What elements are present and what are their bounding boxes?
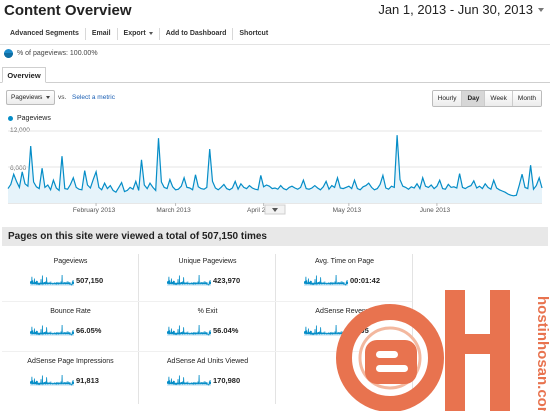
watermark-logo: hostinhosan.com [336, 290, 550, 411]
metric-sparkline [304, 274, 348, 286]
legend-label: Pageviews [17, 115, 51, 122]
page-title: Content Overview [4, 2, 132, 19]
period-week-button[interactable]: Week [484, 91, 512, 106]
watermark-text: hostinhosan.com [534, 296, 550, 411]
series-area [8, 135, 542, 203]
report-toolbar: Advanced Segments Email Export Add to Da… [0, 23, 550, 45]
pageviews-chart: February 2013 March 2013 April 2013 May 201… [7, 130, 543, 215]
sparkline-area [167, 325, 211, 336]
grid-divider [275, 254, 276, 404]
sparkline-line [30, 374, 74, 386]
summary-banner: Pages on this site were viewed a total o… [2, 227, 548, 246]
grid-divider [412, 254, 413, 404]
metric-card[interactable]: Avg. Time on Page 00:01:42 [276, 252, 413, 302]
metric-card[interactable]: Bounce Rate 66.05% [2, 302, 139, 352]
metric-card[interactable]: Pageviews 507,150 [2, 252, 139, 302]
metric-value: 170,980 [213, 376, 241, 385]
toolbar-divider [116, 27, 118, 40]
period-month-button[interactable]: Month [511, 91, 541, 106]
sparkline-line [30, 324, 74, 336]
x-tick-label: February 2013 [73, 207, 116, 214]
advanced-segments-button[interactable]: Advanced Segments [10, 29, 79, 37]
sparkline-line [30, 274, 74, 286]
toolbar-divider [158, 27, 160, 40]
blogger-logo-icon [336, 304, 444, 411]
date-range-picker[interactable]: Jan 1, 2013 - Jun 30, 2013 [378, 2, 544, 17]
metric-label: AdSense Page Impressions [27, 358, 114, 365]
sparkline-line [167, 374, 211, 386]
metric-sparkline [30, 274, 74, 286]
period-day-button[interactable]: Day [461, 91, 485, 106]
metric-label: Pageviews [53, 258, 88, 265]
grid-divider [2, 301, 412, 302]
x-tick-label: May 2013 [333, 207, 362, 214]
metric-dropdown[interactable]: Pageviews [6, 90, 55, 105]
metric-value: 423,970 [213, 276, 241, 285]
x-tick-label: March 2013 [156, 207, 191, 214]
toolbar-divider [84, 27, 86, 40]
metric-sparkline [30, 374, 74, 386]
caret-down-icon [148, 32, 153, 35]
sparkline-line [304, 274, 348, 286]
grid-divider [138, 254, 139, 404]
chart-legend: Pageviews [8, 115, 51, 122]
period-hourly-button[interactable]: Hourly [432, 91, 462, 106]
sparkline-area [167, 375, 211, 386]
export-label: Export [123, 29, 146, 37]
segment-indicator[interactable]: % of pageviews: 100.00% [4, 49, 98, 58]
select-metric-link[interactable]: Select a metric [72, 94, 115, 101]
add-to-dashboard-button[interactable]: Add to Dashboard [165, 29, 227, 37]
x-tick-label: April 2013 [247, 207, 277, 214]
sparkline-line [304, 324, 348, 336]
metric-card[interactable]: Unique Pageviews 423,970 [139, 252, 276, 302]
metric-label: AdSense Ad Units Viewed [166, 358, 249, 365]
email-button[interactable]: Email [91, 29, 111, 37]
letter-h-mark [445, 290, 510, 411]
legend-dot-icon [8, 116, 13, 121]
metric-sparkline [167, 324, 211, 336]
sparkline-area [30, 325, 74, 336]
chevron-down-icon [538, 7, 544, 12]
export-button[interactable]: Export [118, 27, 159, 41]
date-range-label: Jan 1, 2013 - Jun 30, 2013 [378, 2, 533, 17]
sparkline-area [30, 275, 74, 286]
metric-label: Unique Pageviews [178, 258, 237, 265]
sparkline-line [167, 324, 211, 336]
metric-label: Bounce Rate [50, 308, 91, 315]
metric-label: AdSense Revenue [315, 308, 374, 315]
pie-icon [4, 49, 13, 58]
metric-value: 00:01:42 [350, 276, 381, 285]
x-tick-label: June 2013 [420, 207, 451, 214]
metric-value: 507,150 [76, 276, 104, 285]
series-line [7, 135, 543, 197]
sparkline-line [167, 274, 211, 286]
metric-card[interactable]: AdSense Ad Units Viewed 170,980 [139, 352, 276, 402]
metric-label: % Exit [197, 308, 218, 315]
metric-card[interactable]: AdSense Page Impressions 91,813 [2, 352, 139, 402]
metric-card[interactable]: % Exit 56.04% [139, 302, 276, 352]
shortcut-button[interactable]: Shortcut [239, 29, 269, 37]
toolbar-divider [232, 27, 234, 40]
metric-dropdown-value: Pageviews [11, 94, 43, 101]
caret-down-icon [272, 208, 278, 212]
caret-down-icon [46, 96, 50, 99]
grid-divider [2, 351, 412, 352]
metric-label: Avg. Time on Page [314, 258, 375, 265]
metric-value: 91,813 [76, 376, 99, 385]
period-selector: Hourly Day Week Month [431, 90, 542, 107]
sparkline-area [30, 375, 74, 386]
metric-value: 56.04% [213, 326, 239, 335]
sparkline-area [167, 275, 211, 286]
tab-divider [0, 82, 550, 83]
tab-overview[interactable]: Overview [2, 67, 46, 83]
vs-label: vs. [58, 94, 67, 101]
metric-sparkline [167, 274, 211, 286]
segment-label: % of pageviews: 100.00% [17, 50, 98, 57]
metric-value: 66.05% [76, 326, 102, 335]
metric-sparkline [30, 324, 74, 336]
metric-sparkline [167, 374, 211, 386]
metric-sparkline [304, 324, 348, 336]
y-tick-label: 6,000 [10, 165, 27, 172]
